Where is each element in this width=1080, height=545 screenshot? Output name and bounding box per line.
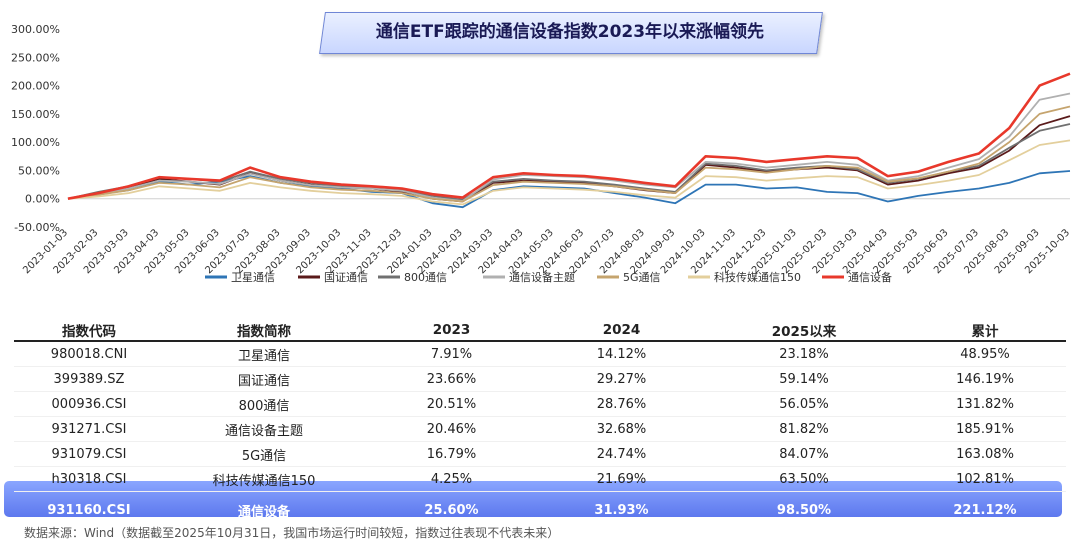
cell-2023: 7.91% xyxy=(364,341,539,367)
table-row-highlighted: 931160.CSI 通信设备 25.60% 31.93% 98.50% 221… xyxy=(14,492,1066,529)
table-row: h30318.CSI 科技传媒通信150 4.25% 21.69% 63.50%… xyxy=(14,466,1066,492)
series-line xyxy=(67,72,1071,200)
cell-2025: 81.82% xyxy=(704,416,904,442)
legend-label: 5G通信 xyxy=(623,271,661,284)
legend-label: 800通信 xyxy=(404,271,447,284)
table-row: 931079.CSI 5G通信 16.79% 24.74% 84.07% 163… xyxy=(14,441,1066,467)
cell-2025: 84.07% xyxy=(704,441,904,467)
cell-2024: 32.68% xyxy=(539,416,704,442)
header-name: 指数简称 xyxy=(164,320,364,342)
cell-2023: 4.25% xyxy=(364,466,539,492)
cell-cumulative: 131.82% xyxy=(904,391,1066,417)
cell-2024: 29.27% xyxy=(539,366,704,392)
header-2023: 2023 xyxy=(364,320,539,342)
cell-cumulative: 102.81% xyxy=(904,466,1066,492)
cell-code: 931079.CSI xyxy=(14,441,164,467)
table-header-row: 指数代码 指数简称 2023 2024 2025以来 累计 xyxy=(14,320,1066,342)
line-chart: 300.00% 250.00% 200.00% 150.00% 100.00% 50.00… xyxy=(11,23,1072,284)
chart-title: 通信ETF跟踪的通信设备指数2023年以来涨幅领先 xyxy=(375,22,765,42)
cell-2023: 16.79% xyxy=(364,441,539,467)
legend-label: 卫星通信 xyxy=(231,271,275,284)
cell-code: 399389.SZ xyxy=(14,366,164,392)
cell-name: 卫星通信 xyxy=(164,341,364,367)
cell-name: 通信设备 xyxy=(237,504,290,520)
table-row: 980018.CNI 卫星通信 7.91% 14.12% 23.18% 48.9… xyxy=(14,341,1066,367)
cell-2024: 14.12% xyxy=(539,341,704,367)
cell-cumulative: 163.08% xyxy=(904,441,1066,467)
y-tick-label: 200.00% xyxy=(11,80,60,93)
cell-cumulative: 185.91% xyxy=(904,416,1066,442)
cell-2023: 23.66% xyxy=(364,366,539,392)
cell-code: 931271.CSI xyxy=(14,416,164,442)
cell-name: 5G通信 xyxy=(164,441,364,467)
y-tick-label: 50.00% xyxy=(18,164,60,177)
cell-2025: 59.14% xyxy=(704,366,904,392)
index-returns-table: 指数代码 指数简称 2023 2024 2025以来 累计 980018.CNI… xyxy=(14,320,1066,528)
series-line xyxy=(67,139,1071,206)
y-tick-label: -50.00% xyxy=(14,221,60,234)
cell-code: 000936.CSI xyxy=(14,391,164,417)
cell-cumulative: 48.95% xyxy=(904,341,1066,367)
cell-code: 931160.CSI xyxy=(47,502,131,518)
cell-2024: 28.76% xyxy=(539,391,704,417)
legend-label: 通信设备主题 xyxy=(509,270,575,284)
legend-label: 国证通信 xyxy=(324,271,368,284)
cell-2023: 25.60% xyxy=(424,502,479,518)
cell-2024: 24.74% xyxy=(539,441,704,467)
legend-label: 科技传媒通信150 xyxy=(714,270,801,284)
cell-2023: 20.46% xyxy=(364,416,539,442)
cell-2025: 23.18% xyxy=(704,341,904,367)
y-tick-label: 300.00% xyxy=(11,23,60,36)
series-line xyxy=(67,105,1071,203)
header-cumulative: 累计 xyxy=(904,320,1066,342)
table-row: 399389.SZ 国证通信 23.66% 29.27% 59.14% 146.… xyxy=(14,366,1066,392)
legend-label: 通信设备 xyxy=(848,270,892,284)
cell-name: 科技传媒通信150 xyxy=(164,466,364,492)
cell-2024: 31.93% xyxy=(594,502,649,518)
header-2024: 2024 xyxy=(539,320,704,342)
cell-name: 800通信 xyxy=(164,391,364,417)
data-source-note: 数据来源：Wind（数据截至2025年10月31日，我国市场运行时间较短，指数过… xyxy=(24,526,560,540)
cell-cumulative: 146.19% xyxy=(904,366,1066,392)
cell-cumulative: 221.12% xyxy=(953,502,1017,518)
y-tick-label: 150.00% xyxy=(11,108,60,121)
y-tick-label: 250.00% xyxy=(11,51,60,64)
cell-2024: 21.69% xyxy=(539,466,704,492)
header-code: 指数代码 xyxy=(14,320,164,342)
cell-code: 980018.CNI xyxy=(14,341,164,367)
y-tick-label: 100.00% xyxy=(11,136,60,149)
cell-name: 通信设备主题 xyxy=(164,416,364,442)
table-row: 000936.CSI 800通信 20.51% 28.76% 56.05% 13… xyxy=(14,391,1066,417)
cell-2023: 20.51% xyxy=(364,391,539,417)
cell-code: h30318.CSI xyxy=(14,466,164,492)
cell-2025: 63.50% xyxy=(704,466,904,492)
cell-2025: 98.50% xyxy=(776,502,832,518)
cell-name: 国证通信 xyxy=(164,366,364,392)
cell-2025: 56.05% xyxy=(704,391,904,417)
table-row: 931271.CSI 通信设备主题 20.46% 32.68% 81.82% 1… xyxy=(14,416,1066,442)
y-tick-label: 0.00% xyxy=(25,193,60,206)
header-2025: 2025以来 xyxy=(704,320,904,342)
